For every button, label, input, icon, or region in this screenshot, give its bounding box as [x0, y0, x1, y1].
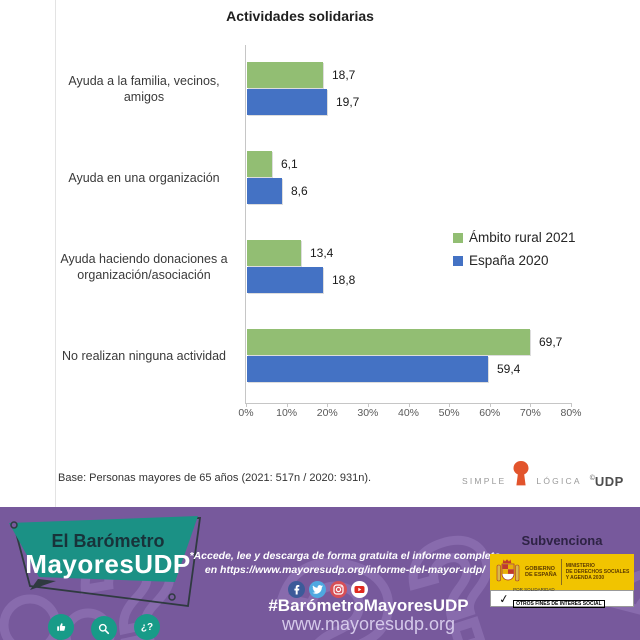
x-axis-tick-mark	[368, 403, 369, 407]
legend-item: Ámbito rural 2021	[453, 226, 576, 249]
solidaridad-strip: ✓ POR SOLIDARIDAD OTROS FINES DE INTERÉS…	[490, 586, 634, 609]
chart-section: Actividades solidarias 18,7 19,7 6,1 8,6 13,…	[55, 0, 624, 507]
legend-label: España 2020	[469, 253, 549, 268]
tree-icon	[513, 461, 529, 486]
otros-fines-text: OTROS FINES DE INTERÉS SOCIAL	[513, 600, 605, 609]
promo-line2: en https://www.mayoresudp.org/informe-de…	[204, 564, 486, 576]
legend-swatch	[453, 255, 463, 266]
chart-title: Actividades solidarias	[226, 8, 374, 24]
x-axis-tick: 0%	[238, 407, 254, 419]
subvenciona-title: Subvenciona	[521, 533, 603, 548]
x-axis-tick: 30%	[357, 407, 379, 419]
questions-button[interactable]: ¿?	[134, 614, 160, 640]
social-icons-row	[288, 581, 368, 598]
bar-espana-2020	[247, 178, 282, 204]
bar-espana-2020	[247, 356, 488, 382]
promo-text: *Accede, lee y descarga de forma gratuit…	[180, 549, 510, 577]
bar-espana-2020	[247, 89, 327, 115]
check-icon: ✓	[498, 590, 510, 607]
base-note: Base: Personas mayores de 65 años (2021:…	[58, 472, 372, 484]
x-axis-tick: 70%	[519, 407, 541, 419]
logo-divider	[560, 559, 562, 585]
category-label: Ayuda en una organización	[68, 170, 220, 185]
twitter-button[interactable]	[309, 581, 326, 598]
chart-legend: Ámbito rural 2021 España 2020	[453, 226, 576, 272]
value-label: 59,4	[497, 362, 521, 376]
footer-banner: ? ? ? ? El Barómetro MayoresUDP	[0, 507, 640, 640]
website-link[interactable]: www.mayoresudp.org	[281, 614, 456, 634]
youtube-button[interactable]	[351, 581, 368, 598]
legend-item: España 2020	[453, 249, 576, 272]
search-button[interactable]	[91, 616, 117, 640]
magnifier-icon	[98, 623, 110, 635]
gobierno-text: GOBIERNO DE ESPAÑA	[525, 565, 557, 579]
ministerio-text: MINISTERIO DE DERECHOS SOCIALES Y AGENDA…	[565, 563, 630, 581]
x-axis-tick: 60%	[479, 407, 501, 419]
simple-logica-text-left: SIMPLE	[462, 476, 507, 486]
x-axis-tick-mark	[246, 403, 247, 407]
barometro-title-line1: El Barómetro	[51, 531, 165, 551]
chart-frame-line	[55, 0, 56, 507]
value-label: 69,7	[539, 335, 563, 349]
bar-ambito-rural-2021	[247, 62, 323, 88]
twitter-icon	[312, 585, 323, 594]
category-label: Ayuda haciendo donaciones a organización…	[60, 251, 228, 282]
x-axis-tick: 80%	[560, 407, 582, 419]
spain-coat-of-arms-icon	[496, 559, 520, 582]
value-label: 8,6	[291, 184, 308, 198]
legend-swatch	[453, 232, 463, 243]
udp-copyright-mark: ©	[589, 474, 595, 482]
thumbs-up-icon	[57, 623, 66, 631]
facebook-icon	[294, 585, 300, 595]
instagram-button[interactable]	[330, 581, 347, 598]
category-label: No realizan ninguna actividad	[62, 348, 226, 363]
barometro-title-line2: MayoresUDP	[25, 549, 191, 579]
y-axis-line	[245, 45, 246, 403]
por-solidaridad-text: POR SOLIDARIDAD	[513, 586, 555, 592]
bar-ambito-rural-2021	[247, 329, 530, 355]
hashtag-text: #BarómetroMayoresUDP	[268, 596, 469, 615]
x-axis-tick: 20%	[316, 407, 338, 419]
bar-ambito-rural-2021	[247, 240, 301, 266]
bar-espana-2020	[247, 267, 323, 293]
x-axis-tick-mark	[571, 403, 572, 407]
value-label: 6,1	[281, 157, 298, 171]
x-axis-tick: 50%	[438, 407, 460, 419]
value-label: 19,7	[336, 95, 360, 109]
thumbs-up-button[interactable]	[48, 614, 74, 640]
gobierno-logo-box: GOBIERNO DE ESPAÑA MINISTERIO DE DERECHO…	[490, 554, 634, 590]
x-axis-tick-mark	[530, 403, 531, 407]
value-label: 13,4	[310, 246, 334, 260]
x-axis-tick-mark	[327, 403, 328, 407]
x-axis-tick-mark	[287, 403, 288, 407]
promo-line1: *Accede, lee y descarga de forma gratuit…	[189, 550, 501, 562]
barometro-speech-bubble	[9, 516, 202, 608]
youtube-icon	[354, 586, 365, 593]
value-label: 18,8	[332, 273, 356, 287]
udp-text: UDP	[594, 473, 624, 489]
x-axis-tick-mark	[409, 403, 410, 407]
barometro-title: El Barómetro MayoresUDP	[8, 532, 208, 578]
simple-logica-text-right: LÓGICA	[536, 476, 582, 486]
x-axis-tick: 10%	[276, 407, 298, 419]
bar-ambito-rural-2021	[247, 151, 272, 177]
x-axis-line	[245, 403, 572, 404]
legend-label: Ámbito rural 2021	[469, 230, 576, 245]
x-axis-tick: 40%	[397, 407, 419, 419]
instagram-icon	[333, 584, 344, 595]
x-axis-tick-mark	[490, 403, 491, 407]
value-label: 18,7	[332, 68, 356, 82]
udp-logo: © UDP	[590, 474, 624, 489]
category-label: Ayuda a la familia, vecinos, amigos	[68, 73, 220, 104]
x-axis-tick-mark	[449, 403, 450, 407]
facebook-button[interactable]	[288, 581, 305, 598]
questions-icon: ¿?	[140, 621, 154, 633]
simple-logica-udp-logo: SIMPLE LÓGICA © UDP	[462, 461, 624, 496]
